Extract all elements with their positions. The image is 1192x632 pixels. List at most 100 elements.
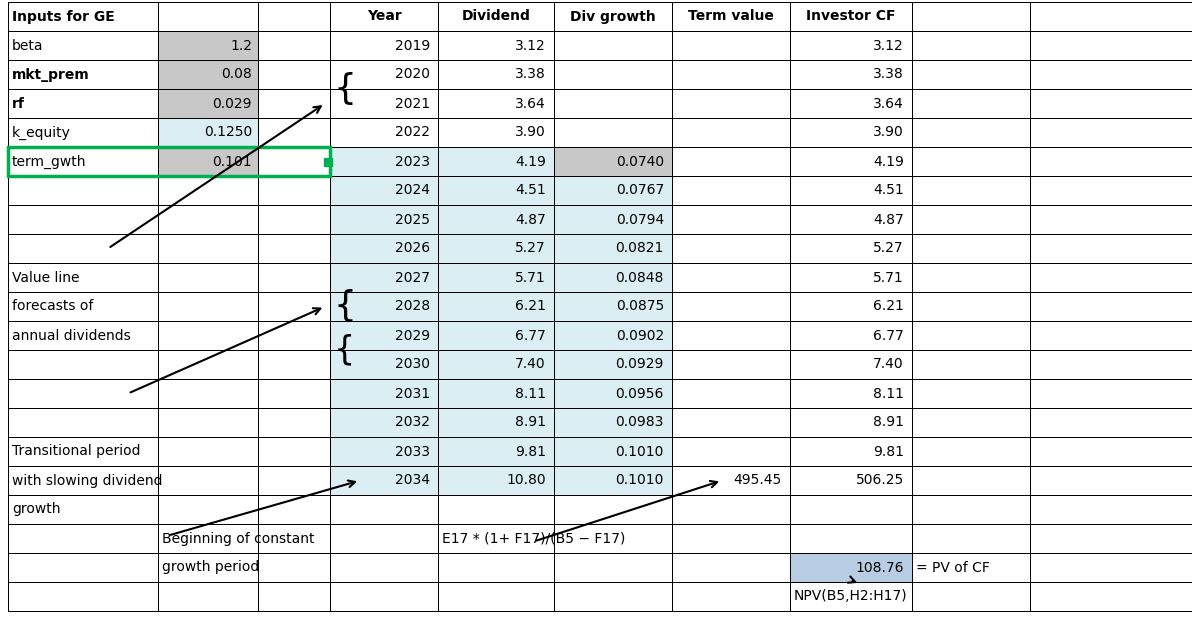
Bar: [672, 408, 790, 437]
Bar: [437, 582, 554, 611]
Text: 2026: 2026: [395, 241, 430, 255]
Bar: [159, 2, 257, 31]
Text: 0.0902: 0.0902: [616, 329, 664, 343]
Bar: [912, 582, 1030, 611]
Text: 5.27: 5.27: [874, 241, 904, 255]
Text: 2033: 2033: [395, 444, 430, 458]
Bar: [554, 60, 672, 89]
Bar: [790, 234, 912, 263]
Bar: [257, 89, 330, 118]
Bar: [257, 437, 330, 466]
Text: 0.1010: 0.1010: [615, 444, 664, 458]
Bar: [257, 205, 330, 234]
Bar: [437, 147, 554, 176]
Bar: [912, 321, 1030, 350]
Bar: [912, 466, 1030, 495]
Bar: [8, 379, 159, 408]
Bar: [554, 31, 672, 60]
Bar: [672, 437, 790, 466]
Bar: [554, 263, 672, 292]
Bar: [790, 2, 912, 31]
Text: 1.2: 1.2: [230, 39, 252, 52]
Text: growth period: growth period: [162, 561, 259, 574]
Bar: [912, 553, 1030, 582]
Bar: [912, 292, 1030, 321]
Bar: [159, 263, 257, 292]
Text: 3.38: 3.38: [874, 68, 904, 82]
Bar: [672, 321, 790, 350]
Bar: [8, 524, 159, 553]
Bar: [672, 263, 790, 292]
Bar: [912, 263, 1030, 292]
Bar: [330, 292, 437, 321]
Text: Term value: Term value: [688, 9, 774, 23]
Bar: [8, 437, 159, 466]
Text: 2019: 2019: [395, 39, 430, 52]
Text: 0.1250: 0.1250: [204, 126, 252, 140]
Bar: [330, 31, 437, 60]
Bar: [257, 408, 330, 437]
Bar: [1030, 321, 1192, 350]
Bar: [437, 553, 554, 582]
Bar: [437, 176, 554, 205]
Bar: [912, 89, 1030, 118]
Bar: [330, 89, 437, 118]
Bar: [912, 234, 1030, 263]
Bar: [330, 495, 437, 524]
Text: 8.11: 8.11: [873, 387, 904, 401]
Bar: [1030, 60, 1192, 89]
Bar: [330, 234, 437, 263]
Text: {: {: [334, 289, 356, 324]
Bar: [437, 234, 554, 263]
Bar: [257, 176, 330, 205]
Text: 2027: 2027: [395, 270, 430, 284]
Text: 0.0875: 0.0875: [616, 300, 664, 313]
Bar: [437, 408, 554, 437]
Text: 2024: 2024: [395, 183, 430, 197]
Bar: [1030, 147, 1192, 176]
Text: NPV(B5,H2:H17): NPV(B5,H2:H17): [794, 590, 907, 604]
Bar: [159, 205, 257, 234]
Bar: [8, 321, 159, 350]
Bar: [257, 118, 330, 147]
Text: 8.91: 8.91: [873, 415, 904, 430]
Bar: [8, 147, 330, 176]
Text: 0.0929: 0.0929: [615, 358, 664, 372]
Bar: [257, 234, 330, 263]
Bar: [8, 408, 159, 437]
Bar: [257, 466, 330, 495]
Bar: [912, 31, 1030, 60]
Bar: [672, 118, 790, 147]
Bar: [912, 495, 1030, 524]
Bar: [790, 466, 912, 495]
Text: 2034: 2034: [395, 473, 430, 487]
Bar: [8, 292, 159, 321]
Bar: [330, 147, 437, 176]
Bar: [257, 321, 330, 350]
Bar: [159, 147, 257, 176]
Bar: [672, 553, 790, 582]
Bar: [554, 292, 672, 321]
Bar: [330, 466, 437, 495]
Bar: [330, 350, 437, 379]
Bar: [437, 524, 554, 553]
Text: 2031: 2031: [395, 387, 430, 401]
Bar: [8, 89, 159, 118]
Bar: [554, 582, 672, 611]
Text: 3.12: 3.12: [515, 39, 546, 52]
Text: 0.0794: 0.0794: [616, 212, 664, 226]
Bar: [554, 379, 672, 408]
Bar: [672, 495, 790, 524]
Text: 3.90: 3.90: [515, 126, 546, 140]
Bar: [8, 147, 159, 176]
Bar: [554, 321, 672, 350]
Bar: [437, 118, 554, 147]
Bar: [912, 2, 1030, 31]
Text: {: {: [334, 72, 356, 106]
Text: Transitional period: Transitional period: [12, 444, 141, 458]
Bar: [790, 524, 912, 553]
Text: 495.45: 495.45: [734, 473, 782, 487]
Bar: [554, 408, 672, 437]
Bar: [1030, 437, 1192, 466]
Bar: [159, 350, 257, 379]
